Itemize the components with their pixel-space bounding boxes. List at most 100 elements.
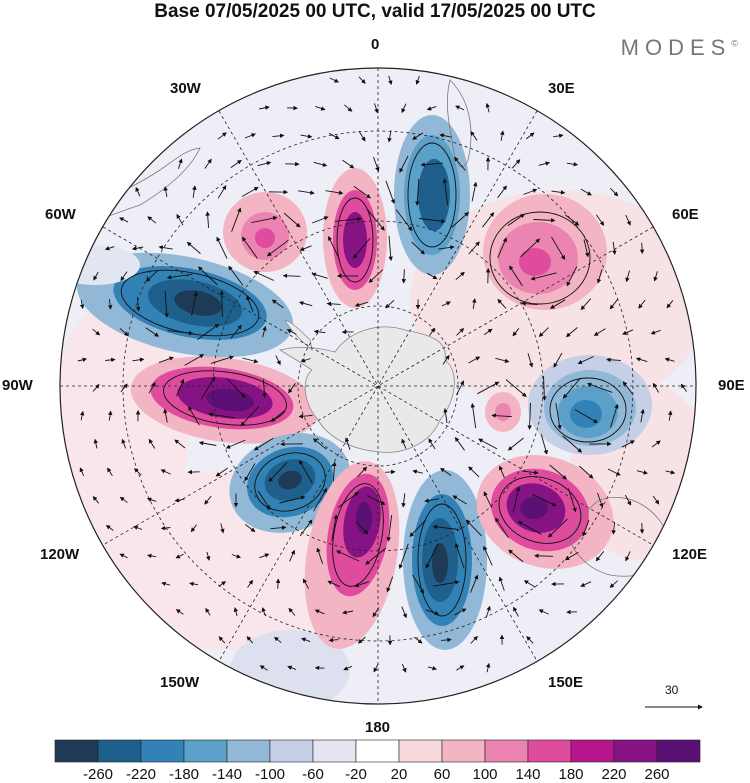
wind-vector xyxy=(500,130,505,141)
wind-vector xyxy=(517,521,542,535)
lon-label-30e: 30E xyxy=(548,80,575,97)
wind-vector xyxy=(534,553,554,559)
wind-vector xyxy=(204,495,212,505)
wind-vector xyxy=(230,159,242,168)
anomaly-neg-indian-90e xyxy=(528,355,652,455)
wind-vector xyxy=(520,238,541,258)
wind-vector xyxy=(259,665,268,671)
wind-vector xyxy=(555,403,562,430)
wind-vector xyxy=(577,356,594,365)
wind-vector xyxy=(93,438,99,449)
wind-vector xyxy=(261,607,266,617)
wind-vector xyxy=(565,214,580,226)
wind-vector xyxy=(424,498,439,503)
lon-label-30w: 30W xyxy=(170,80,201,97)
wind-vector xyxy=(328,235,340,260)
wind-vector xyxy=(217,185,227,199)
wind-vector xyxy=(163,408,168,423)
wind-vector xyxy=(399,155,409,173)
wind-vector xyxy=(640,408,645,423)
wind-vector xyxy=(135,186,141,197)
wind-vector xyxy=(328,637,339,643)
wind-vector xyxy=(92,383,100,392)
wind-vector xyxy=(597,492,604,508)
wind-vector xyxy=(216,236,228,259)
wind-vector xyxy=(251,215,278,224)
wind-vector xyxy=(485,605,491,618)
wind-vector xyxy=(433,580,460,587)
wind-vector xyxy=(470,574,479,593)
wind-vector xyxy=(625,551,631,562)
wind-vector xyxy=(456,380,464,396)
wind-vector xyxy=(326,301,341,307)
wind-vector xyxy=(482,212,495,228)
wind-vector xyxy=(175,609,184,615)
wind-vector xyxy=(147,216,157,224)
wind-vector xyxy=(147,553,157,559)
wind-vector xyxy=(253,270,275,281)
wind-vector xyxy=(218,581,227,587)
antarctica-landmass xyxy=(278,326,455,453)
wind-vector xyxy=(477,381,500,395)
wind-vector xyxy=(259,105,270,110)
wind-vector xyxy=(283,212,301,228)
wind-vector xyxy=(135,297,141,312)
wind-vector xyxy=(650,329,661,335)
wind-vector xyxy=(145,327,160,337)
wind-vector xyxy=(275,355,281,366)
wind-vector xyxy=(386,515,393,542)
wind-vector xyxy=(374,103,379,114)
wind-vector xyxy=(511,159,521,169)
wind-vector xyxy=(188,406,200,426)
wind-vector xyxy=(300,358,311,363)
wind-vector xyxy=(268,462,288,483)
wind-vector xyxy=(288,607,296,616)
wind-vector xyxy=(119,496,128,504)
wind-vector xyxy=(532,493,557,507)
wind-vector xyxy=(244,463,256,482)
wind-vector xyxy=(442,178,448,205)
wind-vector xyxy=(512,486,521,513)
colorbar-tick-label: 260 xyxy=(644,766,670,783)
wind-vector xyxy=(354,301,369,307)
wind-vector xyxy=(523,580,536,588)
wind-vector xyxy=(454,608,467,616)
colorbar-tick-label: 180 xyxy=(558,766,584,783)
wind-vector xyxy=(611,522,616,535)
wind-vector xyxy=(245,524,256,533)
wind-vector xyxy=(190,524,197,533)
wind-vector xyxy=(257,161,272,167)
wind-vector xyxy=(505,379,527,397)
wind-vector xyxy=(270,525,287,530)
wind-vector xyxy=(332,461,337,482)
wind-vector xyxy=(609,187,619,197)
wind-vector xyxy=(538,161,551,166)
wind-vector xyxy=(210,355,235,364)
wind-vector xyxy=(468,241,480,255)
wind-vector xyxy=(388,75,393,86)
wind-vector xyxy=(313,329,326,335)
wind-vector xyxy=(174,439,186,449)
wind-vector xyxy=(427,272,438,280)
colorbar-tick-label: 140 xyxy=(515,766,541,783)
wind-vector xyxy=(680,383,687,392)
wind-vector xyxy=(262,325,267,338)
wind-vector xyxy=(420,162,443,167)
wind-vector xyxy=(412,574,424,594)
wind-vector xyxy=(197,266,218,286)
wind-vector xyxy=(175,553,184,559)
wind-vector xyxy=(507,437,524,451)
colorbar-tick-label: -180 xyxy=(168,766,200,783)
wind-vector xyxy=(357,466,368,478)
wind-vector xyxy=(385,180,395,205)
wind-vector xyxy=(358,76,366,84)
anomaly-pos-indian-50e xyxy=(483,194,607,310)
wind-vector xyxy=(257,490,271,510)
wind-vector xyxy=(432,524,459,530)
brand-text: MODES xyxy=(620,35,732,60)
wind-vector xyxy=(266,239,289,257)
wind-vector xyxy=(233,607,239,617)
wind-vector xyxy=(79,410,85,421)
wind-vector xyxy=(583,239,590,258)
wind-vector xyxy=(498,465,505,478)
